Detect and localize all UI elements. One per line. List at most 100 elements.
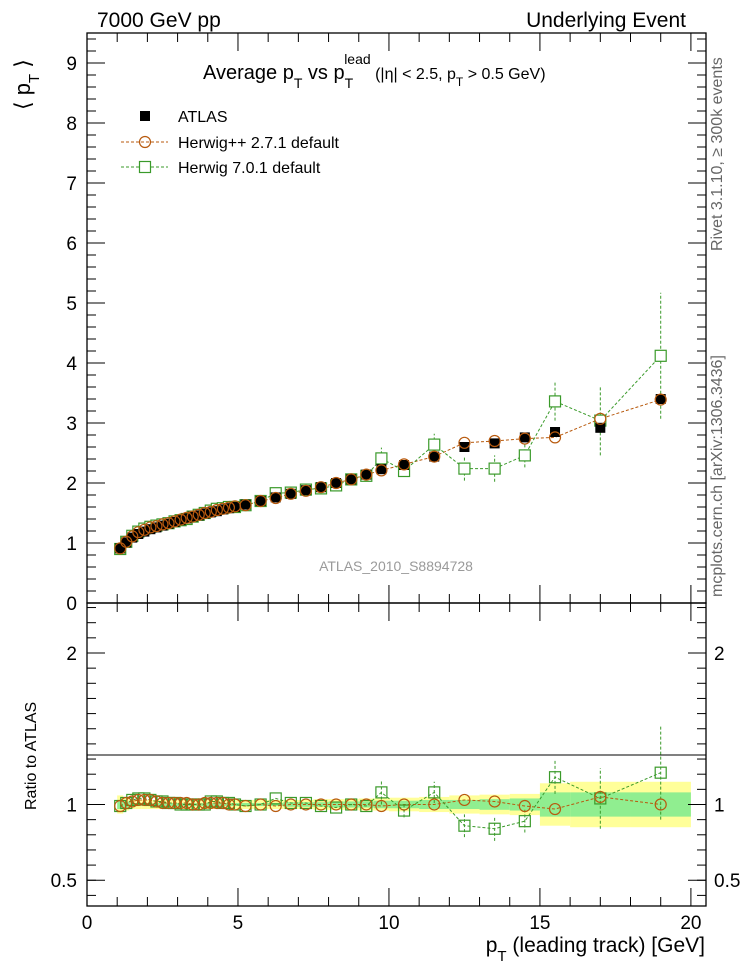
ratio-series-layer [114,725,667,841]
atlas-point [361,469,372,480]
herwigpp-point [360,468,373,481]
herwigpp-point [428,450,441,463]
atlas-point [346,474,357,485]
ratio-herwigpp-point [314,798,328,811]
main-y-tick-label: 1 [66,534,77,555]
ratio-herwigpp-point [360,798,373,811]
atlas-point [193,510,204,521]
atlas-point [300,485,311,496]
herwig7-point [548,395,562,408]
header-right: Underlying Event [526,9,686,32]
ratio-y-tick-label-right: 0.5 [714,871,740,892]
ratio-herwigpp-point [330,798,343,811]
herwigpp-point [204,505,217,518]
atlas-point [285,488,296,499]
legend-label-herwig7: Herwig 7.0.1 default [178,160,321,177]
ratio-herwigpp-point [168,796,181,810]
ratio-herwigpp-point [114,799,127,813]
x-tick-label: 20 [680,913,701,934]
ratio-herwig7-point [330,801,343,814]
herwigpp-point [162,517,175,530]
ratio-panel: 0.5 0.51 12 20 5 10 15 20 Ratio to ATLAS pT (le… [23,602,740,965]
herwigpp-point [314,481,328,494]
legend-marker-atlas [140,111,150,121]
ratio-herwigpp-point [269,799,282,813]
atlas-point [331,478,342,488]
ratio-band-inner-bin [479,799,510,810]
main-y-label: ⟨ pT ⟩ [10,59,43,110]
herwigpp-point [114,542,127,555]
herwigpp-point [284,487,297,500]
main-y-tick-label: 2 [66,474,77,495]
analysis-watermark: ATLAS_2010_S8894728 [319,558,473,574]
herwigpp-point [594,412,607,425]
main-y-tick-label: 8 [66,114,77,135]
x-tick-label: 15 [529,913,550,934]
herwigpp-point [330,476,343,490]
atlas-point [270,492,281,503]
ratio-band-inner-bin [328,801,344,808]
ratio-herwigpp-point [198,796,211,810]
atlas-point [240,499,251,510]
atlas-point [459,442,470,452]
herwigpp-point [126,530,139,543]
main-series-layer [114,292,667,556]
herwigpp-point [186,510,199,523]
atlas-point [187,511,198,522]
herwigpp-point [168,515,181,528]
ratio-herwigpp-point [120,796,133,810]
atlas-point [199,508,210,519]
herwig7-point [375,452,388,465]
ratio-herwigpp-point [216,796,229,810]
x-tick-label: 0 [82,913,93,934]
herwig7-point [488,462,501,475]
herwigpp-point [210,503,223,517]
ratio-y-tick-label-right: 2 [714,644,725,665]
atlas-point [169,517,180,527]
ratio-y-label: Ratio to ATLAS [23,702,40,810]
ratio-herwig7-point [654,766,667,779]
main-y-tick-label: 3 [66,414,77,435]
ratio-herwigpp-point [548,802,562,816]
herwigpp-point [458,436,471,449]
ratio-herwigpp-point [397,798,411,811]
atlas-point [133,529,144,539]
herwigpp-point [254,494,267,508]
ratio-herwigpp-point [594,790,607,804]
herwigpp-point [239,499,252,512]
herwig7-point [428,438,441,451]
ratio-y-tick-label: 2 [66,644,77,665]
ratio-herwig7-point [458,819,471,832]
side-label-rivet: Rivet 3.1.10, ≥ 300k events [709,57,726,251]
herwigpp-point [654,393,667,406]
atlas-point [595,422,606,433]
main-y-tick-label: 6 [66,234,77,255]
herwigpp-point [132,526,145,539]
ratio-herwigpp-point [126,795,139,808]
atlas-point [115,543,126,554]
ratio-herwigpp-point [299,798,313,811]
ratio-herwigpp-point [210,796,223,810]
herwigpp-point [174,513,187,526]
ratio-band-inner-bin [449,799,480,810]
ratio-herwigpp-point [162,796,175,810]
herwig7-point [654,349,667,362]
herwigpp-point [156,518,169,531]
legend-marker-herwigpp [138,135,152,149]
herwigpp-point [345,473,358,486]
legend-marker-herwig7 [138,160,152,174]
herwigpp-point [518,432,531,445]
ratio-herwig7-point [488,822,501,835]
ratio-herwigpp-point [156,796,169,810]
main-y-tick-label: 7 [66,174,77,195]
ratio-band-inner-bin [539,792,571,817]
x-tick-label: 10 [378,913,399,934]
ratio-herwig7-point [428,786,441,799]
ratio-band-inner-bin [313,802,329,807]
ratio-herwigpp-point [488,795,501,808]
ratio-herwig7-point [518,815,531,828]
atlas-point [655,394,666,404]
ratio-herwigpp-point [458,793,471,807]
ratio-y-tick-label: 1 [66,795,77,816]
